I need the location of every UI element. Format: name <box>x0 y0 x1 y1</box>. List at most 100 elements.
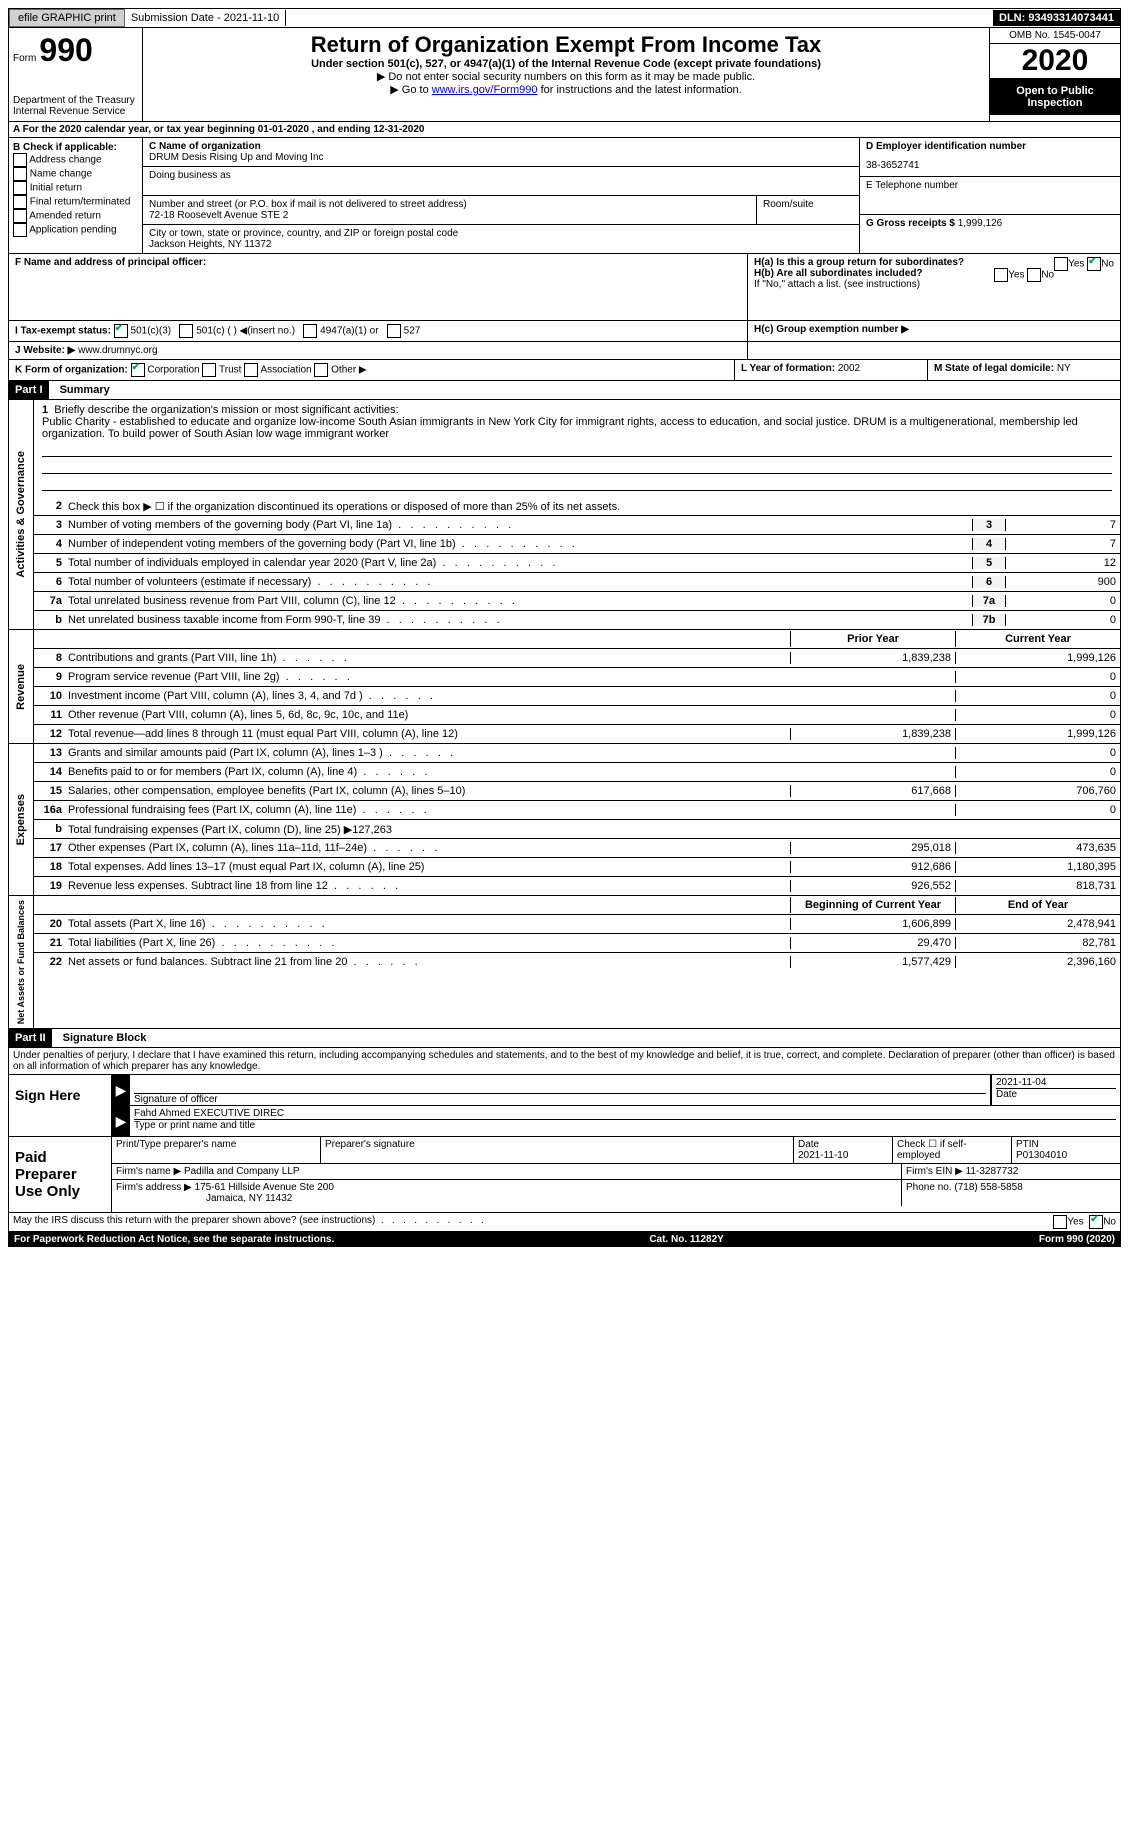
city-label: City or town, state or province, country… <box>149 228 853 239</box>
line-5: Total number of individuals employed in … <box>66 557 972 569</box>
row-fh: F Name and address of principal officer:… <box>8 254 1121 321</box>
line-2: Check this box ▶ ☐ if the organization d… <box>66 500 1120 513</box>
check-501c[interactable] <box>179 324 193 338</box>
line-8: Contributions and grants (Part VIII, lin… <box>66 652 790 664</box>
firm-addr1: 175-61 Hillside Avenue Ste 200 <box>195 1182 334 1193</box>
gross-label: G Gross receipts $ <box>866 218 955 229</box>
org-address: 72-18 Roosevelt Avenue STE 2 <box>149 210 750 221</box>
section-revenue: Revenue Prior YearCurrent Year 8Contribu… <box>8 630 1121 744</box>
ptin-value: P01304010 <box>1016 1150 1067 1161</box>
check-address-change[interactable]: Address change <box>13 153 138 167</box>
check-initial-return[interactable]: Initial return <box>13 181 138 195</box>
line-7b-val: 0 <box>1005 614 1120 626</box>
dba-label: Doing business as <box>149 170 853 181</box>
line-21-prior: 29,470 <box>790 937 955 949</box>
check-trust[interactable] <box>202 363 216 377</box>
check-4947[interactable] <box>303 324 317 338</box>
line-18-prior: 912,686 <box>790 861 955 873</box>
check-application[interactable]: Application pending <box>13 223 138 237</box>
prep-date-label: Date <box>798 1139 819 1150</box>
line-8-prior: 1,839,238 <box>790 652 955 664</box>
b-label: B Check if applicable: <box>13 142 138 153</box>
sig-officer-label: Signature of officer <box>134 1093 986 1105</box>
check-501c3[interactable] <box>114 324 128 338</box>
i-label: I Tax-exempt status: <box>15 326 111 337</box>
discuss-yes[interactable] <box>1053 1215 1067 1229</box>
line-3: Number of voting members of the governin… <box>66 519 972 531</box>
firm-ein: 11-3287732 <box>966 1166 1019 1177</box>
line-11: Other revenue (Part VIII, column (A), li… <box>66 709 790 721</box>
firm-addr2: Jamaica, NY 11432 <box>206 1193 292 1204</box>
note-ssn: ▶ Do not enter social security numbers o… <box>147 70 985 83</box>
begin-year-hdr: Beginning of Current Year <box>790 897 955 913</box>
line-21-cur: 82,781 <box>955 937 1120 949</box>
discuss-no[interactable] <box>1089 1215 1103 1229</box>
row-a-period: A For the 2020 calendar year, or tax yea… <box>8 122 1121 138</box>
line-22-cur: 2,396,160 <box>955 956 1120 968</box>
form-subtitle: Under section 501(c), 527, or 4947(a)(1)… <box>147 58 985 70</box>
cat-number: Cat. No. 11282Y <box>649 1234 723 1245</box>
part-i-title: Summary <box>52 384 110 396</box>
org-name: DRUM Desis Rising Up and Moving Inc <box>149 152 853 163</box>
firm-ein-label: Firm's EIN ▶ <box>906 1166 963 1177</box>
line-6-val: 900 <box>1005 576 1120 588</box>
line-19-prior: 926,552 <box>790 880 955 892</box>
penalties-text: Under penalties of perjury, I declare th… <box>8 1048 1121 1075</box>
check-other[interactable] <box>314 363 328 377</box>
check-amended[interactable]: Amended return <box>13 209 138 223</box>
check-final-return[interactable]: Final return/terminated <box>13 195 138 209</box>
current-year-hdr: Current Year <box>955 631 1120 647</box>
ein-label: D Employer identification number <box>866 141 1114 152</box>
section-net-assets: Net Assets or Fund Balances Beginning of… <box>8 896 1121 1029</box>
top-bar: efile GRAPHIC print Submission Date - 20… <box>8 8 1121 28</box>
line-20-cur: 2,478,941 <box>955 918 1120 930</box>
line-22-prior: 1,577,429 <box>790 956 955 968</box>
firm-name-label: Firm's name ▶ <box>116 1166 181 1177</box>
line-9: Program service revenue (Part VIII, line… <box>66 671 790 683</box>
efile-btn[interactable]: efile GRAPHIC print <box>9 9 125 27</box>
ptin-label: PTIN <box>1016 1139 1039 1150</box>
paid-preparer-label: Paid Preparer Use Only <box>9 1137 111 1212</box>
line-15: Salaries, other compensation, employee b… <box>66 785 790 797</box>
dept-irs: Internal Revenue Service <box>13 106 138 117</box>
form-title: Return of Organization Exempt From Incom… <box>147 32 985 58</box>
sidebar-governance: Activities & Governance <box>13 447 29 582</box>
check-assoc[interactable] <box>244 363 258 377</box>
check-self-employed[interactable]: Check ☐ if self-employed <box>893 1137 1012 1163</box>
part-i-badge: Part I <box>9 381 49 399</box>
line-12-prior: 1,839,238 <box>790 728 955 740</box>
line-9-cur: 0 <box>955 671 1120 683</box>
prior-year-hdr: Prior Year <box>790 631 955 647</box>
line-17: Other expenses (Part IX, column (A), lin… <box>66 842 790 854</box>
addr-label: Number and street (or P.O. box if mail i… <box>149 199 750 210</box>
line-17-cur: 473,635 <box>955 842 1120 854</box>
officer-name: Fahd Ahmed EXECUTIVE DIREC <box>134 1108 1116 1119</box>
form-label: Form <box>13 53 36 64</box>
website-url: www.drumnyc.org <box>78 345 157 356</box>
h-c: H(c) Group exemption number ▶ <box>754 324 909 335</box>
year-formation: 2002 <box>838 363 860 374</box>
check-527[interactable] <box>387 324 401 338</box>
org-city: Jackson Heights, NY 11372 <box>149 239 853 250</box>
check-corp[interactable] <box>131 363 145 377</box>
phone-value: (718) 558-5858 <box>954 1182 1022 1193</box>
f-label: F Name and address of principal officer: <box>15 257 206 268</box>
section-expenses: Expenses 13Grants and similar amounts pa… <box>8 744 1121 896</box>
line-20-prior: 1,606,899 <box>790 918 955 930</box>
line-15-prior: 617,668 <box>790 785 955 797</box>
form990-link[interactable]: www.irs.gov/Form990 <box>432 84 538 96</box>
m-label: M State of legal domicile: <box>934 363 1054 374</box>
line-5-val: 12 <box>1005 557 1120 569</box>
part-ii-badge: Part II <box>9 1029 52 1047</box>
room-suite-label: Room/suite <box>756 196 859 225</box>
sidebar-net-assets: Net Assets or Fund Balances <box>14 896 28 1028</box>
firm-name: Padilla and Company LLP <box>184 1166 300 1177</box>
line-4: Number of independent voting members of … <box>66 538 972 550</box>
sig-date-value: 2021-11-04 <box>996 1077 1116 1088</box>
tax-year: 2020 <box>990 44 1120 79</box>
check-name-change[interactable]: Name change <box>13 167 138 181</box>
open-to-public: Open to Public Inspection <box>990 79 1120 115</box>
line-14-cur: 0 <box>955 766 1120 778</box>
sign-here-label: Sign Here <box>9 1075 111 1136</box>
sidebar-revenue: Revenue <box>13 660 29 714</box>
